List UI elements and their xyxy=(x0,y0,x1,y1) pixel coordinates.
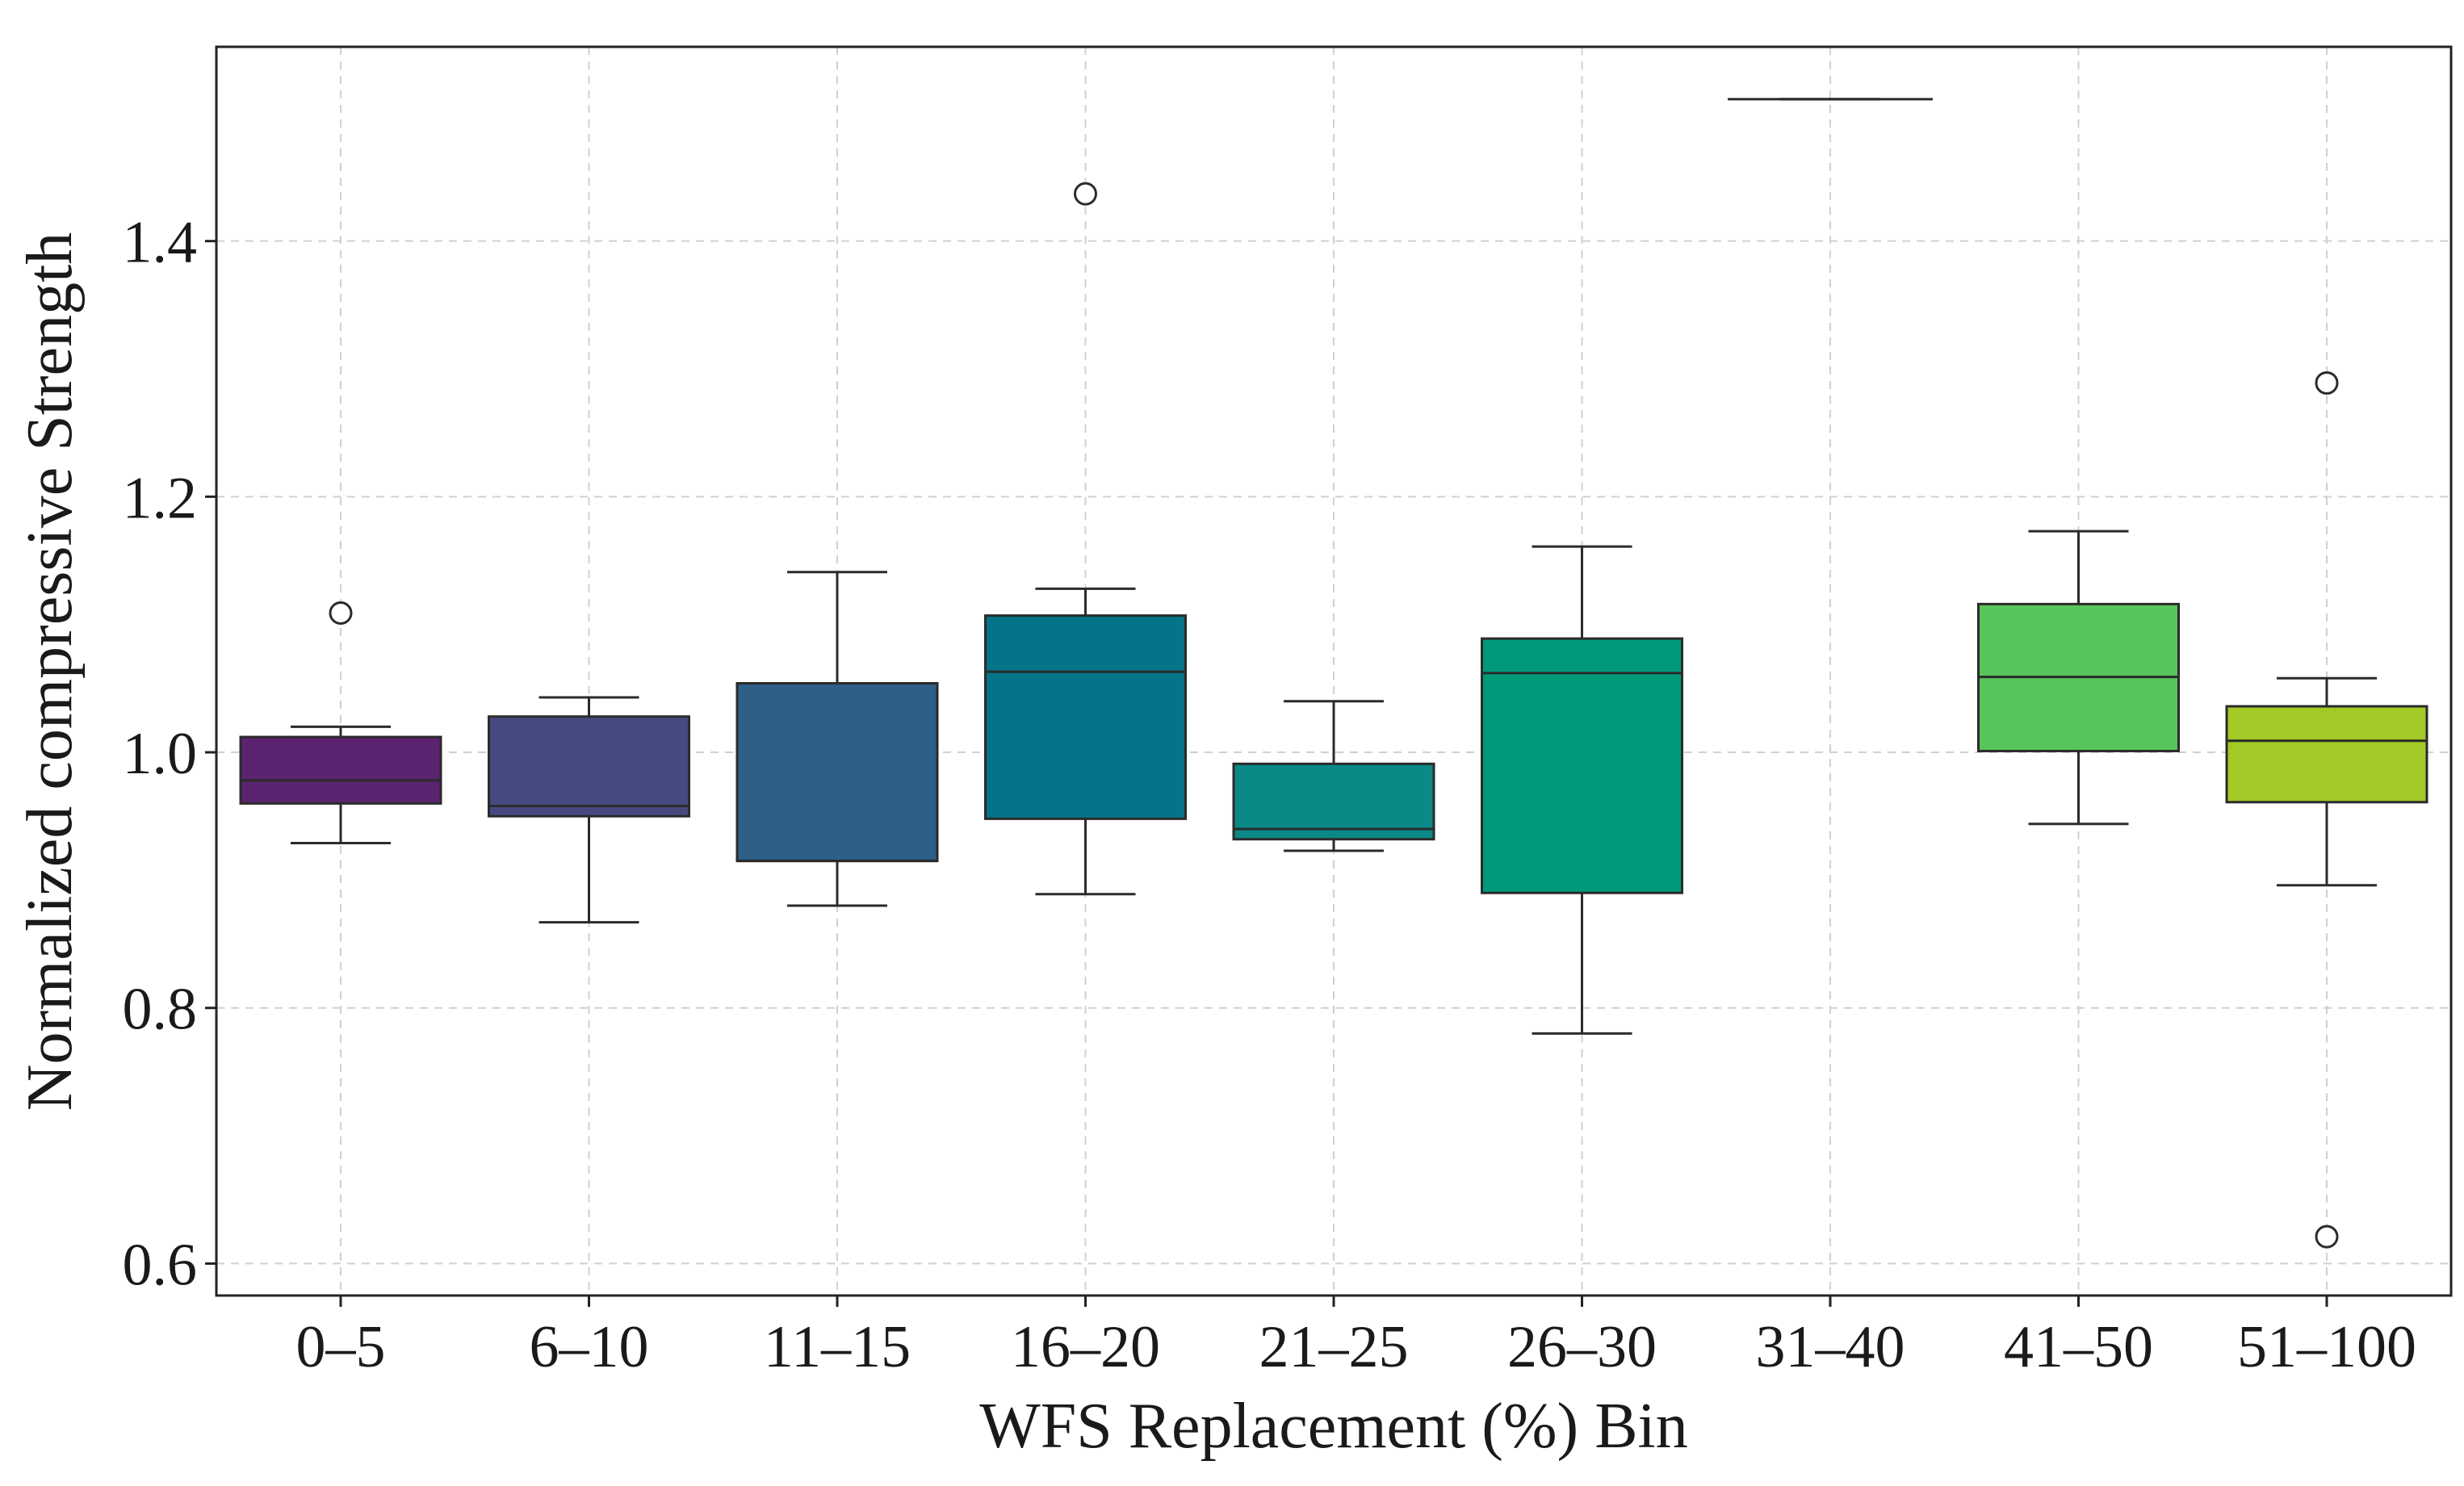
x-tick-label: 6–10 xyxy=(530,1314,649,1380)
y-tick-label: 1.4 xyxy=(123,210,198,276)
x-tick-label: 0–5 xyxy=(296,1314,386,1380)
outlier-point xyxy=(329,601,353,625)
x-tick-label: 21–25 xyxy=(1259,1314,1409,1380)
x-tick-label: 26–30 xyxy=(1507,1314,1657,1380)
x-tick-label: 41–50 xyxy=(2004,1314,2153,1380)
box-body xyxy=(488,715,690,818)
box-group xyxy=(735,571,939,907)
x-tick-label: 11–15 xyxy=(764,1314,911,1380)
outlier-point xyxy=(2315,1224,2339,1249)
box-body xyxy=(239,735,442,805)
box-group xyxy=(1977,530,2180,826)
box-group xyxy=(488,696,690,924)
y-tick-label: 1.2 xyxy=(123,465,198,531)
box-group xyxy=(1232,700,1435,852)
y-tick-label: 1.0 xyxy=(123,721,198,787)
box-group xyxy=(984,182,1187,896)
box-group xyxy=(239,601,442,844)
y-tick-label: 0.6 xyxy=(123,1232,198,1298)
axis-layer: 0.6 0.8 1.0 1.2 1.4 0–5 6–10 11–15 16–20 21–25 26–… xyxy=(123,210,2417,1380)
box-group xyxy=(2225,370,2428,1249)
box-body xyxy=(1481,637,1683,894)
box-layer xyxy=(239,98,2428,1249)
x-tick-label: 31–40 xyxy=(1756,1314,1905,1380)
y-axis-label: Normalized compressive Strength xyxy=(15,232,86,1111)
outlier-point xyxy=(2315,370,2339,395)
box-body xyxy=(984,614,1187,820)
box-body xyxy=(1232,762,1435,841)
x-tick-label: 51–100 xyxy=(2237,1314,2416,1380)
plot-frame xyxy=(215,45,2453,1297)
box-group xyxy=(1481,545,1683,1035)
box-body xyxy=(2225,705,2428,804)
outlier-point xyxy=(1074,182,1097,206)
x-axis-label: WFS Replacement (%) Bin xyxy=(979,1391,1688,1462)
y-tick-label: 0.8 xyxy=(123,977,198,1043)
box-body xyxy=(735,682,939,863)
x-tick-label: 16–20 xyxy=(1011,1314,1160,1380)
